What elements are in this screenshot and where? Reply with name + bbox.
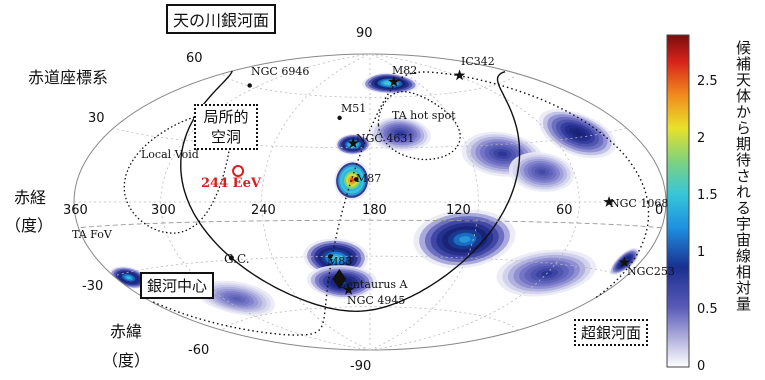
dec-tick-m90: -90 xyxy=(350,359,372,374)
source-marker-m83 xyxy=(328,254,333,259)
supergalactic-plane-curve xyxy=(150,71,650,336)
source-marker-ic342 xyxy=(453,69,466,81)
source-marker-m82 xyxy=(388,75,400,87)
source-label-ic342: IC342 xyxy=(461,55,495,68)
dec-tick-60: 60 xyxy=(186,51,203,66)
source-label-m51: M51 xyxy=(341,102,367,115)
local-void-label: Local Void xyxy=(141,148,199,161)
source-label-ngc4631: NGC 4631 xyxy=(356,132,415,145)
source-label-ngc1068: NGC 1068 xyxy=(610,197,669,210)
colorbar-label: 候補天体から期待される宇宙線相対量 xyxy=(734,40,752,312)
source-markers xyxy=(228,69,631,295)
local-void-box-line2: 空洞 xyxy=(210,128,241,146)
heat-blob-12-layer-8 xyxy=(538,169,546,175)
frame-label: 赤道座標系 xyxy=(28,68,109,87)
local-void-box-line1: 局所的 xyxy=(203,108,249,126)
ra-line-300 xyxy=(160,53,371,351)
local-void-circle xyxy=(123,111,232,234)
heat-blob-4-layer-8 xyxy=(459,236,471,243)
colorbar-tick-1-5: 1.5 xyxy=(697,188,718,203)
source-label-m87: M87 xyxy=(356,172,382,185)
source-label-cena: Centaurus A xyxy=(338,278,408,291)
source-label-ngc6946: NGC 6946 xyxy=(251,65,310,78)
galactic-plane-curve xyxy=(180,70,521,313)
colorbar-tick-2: 2 xyxy=(697,131,706,146)
heat-blob-10-layer-8 xyxy=(397,131,404,136)
event-energy-label: 244 EeV xyxy=(201,176,261,191)
heat-blob-3-layer-8 xyxy=(332,256,340,261)
dec-line--60 xyxy=(221,306,519,331)
source-label-ngc4945: NGC 4945 xyxy=(347,294,406,307)
dec-tick-30: 30 xyxy=(88,111,105,126)
ta-fov-boundary xyxy=(78,219,662,229)
ra-tick-240: 240 xyxy=(251,203,276,218)
galactic-plane-label: 天の川銀河面 xyxy=(166,4,277,34)
ra-axis-label: 赤経 xyxy=(14,188,47,207)
source-marker-m87 xyxy=(353,177,359,182)
dec-tick-90: 90 xyxy=(356,26,373,41)
source-marker-ngc-1068 xyxy=(603,196,615,207)
colorbar-frame xyxy=(666,34,690,368)
supergalactic-plane-label: 超銀河面 xyxy=(574,319,649,346)
dec-axis-label: 赤緯 xyxy=(110,322,143,341)
source-marker-centaurus-a xyxy=(332,268,347,289)
ra-tick-180: 180 xyxy=(362,203,387,218)
ra-tick-120: 120 xyxy=(446,203,471,218)
source-marker-ngc-4631 xyxy=(347,137,359,149)
gc-label: G.C. xyxy=(224,252,250,266)
ta-fov-label: TA FoV xyxy=(72,228,112,241)
ra-tick-300: 300 xyxy=(151,203,176,218)
source-label-ngc253: NGC253 xyxy=(627,265,675,278)
ta-hot-spot-circle xyxy=(377,90,461,161)
heat-blob-9-layer-8 xyxy=(498,151,507,157)
dec-tick-m30: -30 xyxy=(82,279,104,294)
ra-tick-60: 60 xyxy=(556,203,573,218)
heat-blob-7-layer-8 xyxy=(126,276,131,279)
ta-hot-spot-label: TA hot spot xyxy=(392,109,456,122)
colorbar-tick-2-5: 2.5 xyxy=(697,74,718,89)
local-void-box: 局所的 空洞 xyxy=(194,104,258,150)
colorbar-tick-1: 1 xyxy=(697,245,706,260)
ra-line-60 xyxy=(369,53,580,351)
coordinate-grid xyxy=(73,53,667,351)
ra-axis-unit: （度） xyxy=(5,216,54,235)
event-244eev-marker xyxy=(232,165,245,178)
source-label-m82: M82 xyxy=(392,64,418,77)
galactic-center-marker xyxy=(228,255,234,261)
source-marker-ngc253 xyxy=(618,256,631,268)
colorbar-tick-0-5: 0.5 xyxy=(697,302,718,317)
source-marker-ngc-6946 xyxy=(247,83,252,88)
heat-blob-6-layer-8 xyxy=(573,130,582,136)
dec-axis-unit: （度） xyxy=(102,351,151,370)
source-marker-m51 xyxy=(337,115,342,121)
dec-line-60 xyxy=(221,73,519,98)
ra-tick-360: 360 xyxy=(63,203,88,218)
dec-tick-m60: -60 xyxy=(188,343,210,358)
heat-blob-13-layer-8 xyxy=(232,297,242,301)
source-marker-ngc-4945 xyxy=(342,283,355,295)
colorbar-gradient xyxy=(667,35,689,367)
galactic-center-label: 銀河中心 xyxy=(140,272,215,299)
plane-curves xyxy=(78,70,662,336)
ra-tick-0: 0 xyxy=(655,203,664,218)
colorbar xyxy=(666,34,690,368)
source-label-m83: M83 xyxy=(327,255,353,268)
colorbar-tick-0: 0 xyxy=(697,359,706,374)
